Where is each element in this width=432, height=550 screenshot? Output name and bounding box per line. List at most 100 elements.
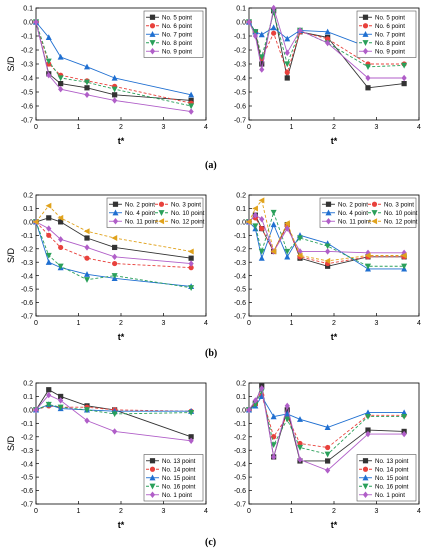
legend-marker <box>362 483 369 490</box>
data-point <box>296 252 303 259</box>
y-axis-label: S/D <box>6 436 16 452</box>
data-point <box>58 86 64 93</box>
legend-marker <box>362 14 369 20</box>
x-tick-label: 4 <box>417 320 421 327</box>
legend-marker <box>158 218 165 225</box>
y-tick-label: 0.0 <box>23 219 33 226</box>
legend-label: No. 11 point <box>125 219 158 226</box>
x-tick-label: 3 <box>375 508 379 515</box>
data-point <box>84 91 90 98</box>
x-tick-label: 1 <box>77 124 81 131</box>
data-point <box>401 81 407 87</box>
x-tick-label: 0 <box>34 508 38 515</box>
data-point <box>259 385 265 392</box>
data-point <box>46 391 52 399</box>
data-point <box>57 53 64 60</box>
y-tick-label: -0.5 <box>21 90 33 97</box>
data-point <box>284 35 291 42</box>
data-point <box>188 260 194 267</box>
y-tick-label: -0.5 <box>234 287 246 294</box>
x-tick-label: 0 <box>247 320 251 327</box>
data-point <box>188 103 195 110</box>
data-point <box>84 255 90 261</box>
data-point <box>365 85 371 91</box>
data-point <box>258 248 265 255</box>
y-tick-label: -0.7 <box>21 502 33 509</box>
y-tick-label: -0.4 <box>21 273 33 280</box>
y-tick-label: -0.2 <box>21 48 33 55</box>
data-point <box>364 252 371 259</box>
data-point <box>252 223 259 230</box>
legend-label: No. 8 point <box>162 40 192 47</box>
data-point <box>365 409 371 416</box>
legend-label: No. 16 point <box>162 484 196 491</box>
series-line <box>35 404 192 415</box>
y-tick-label: -0.6 <box>21 300 33 307</box>
series-line <box>248 217 405 265</box>
legend-marker <box>149 474 156 481</box>
y-tick-label: -0.4 <box>21 461 33 468</box>
x-tick-label: 2 <box>119 320 123 327</box>
data-point <box>45 259 52 265</box>
series-line <box>35 205 192 252</box>
legend-label: No. 12 point <box>384 219 418 226</box>
data-point <box>84 63 90 70</box>
x-axis-label: t* <box>331 520 338 530</box>
data-point <box>84 417 90 424</box>
y-tick-label: 0.2 <box>23 193 33 200</box>
data-point <box>46 215 52 221</box>
data-point <box>271 30 277 36</box>
legend-label: No. 11 point <box>338 219 371 226</box>
legend-label: No. 12 point <box>171 219 205 226</box>
series-line <box>35 394 192 442</box>
legend-label: No. 15 point <box>375 475 409 482</box>
data-point <box>112 428 118 435</box>
data-point <box>57 214 64 221</box>
data-point <box>84 407 90 414</box>
y-tick-label: -0.3 <box>21 448 33 455</box>
data-point <box>401 263 408 270</box>
data-point <box>112 244 118 251</box>
data-point <box>297 27 303 34</box>
series-line <box>35 221 192 265</box>
series-line <box>35 221 192 289</box>
legend-marker <box>149 40 156 46</box>
legend-label: No. 16 point <box>375 484 409 491</box>
y-tick-label: -0.7 <box>21 314 33 321</box>
legend-marker <box>149 23 156 29</box>
data-point <box>284 402 290 410</box>
legend-marker <box>325 218 332 225</box>
data-point <box>401 409 408 416</box>
data-point <box>401 74 407 82</box>
x-tick-label: 0 <box>247 124 251 131</box>
y-tick-label: -0.2 <box>234 246 246 253</box>
data-point <box>188 255 194 261</box>
y-tick-label: -0.2 <box>21 246 33 253</box>
y-tick-label: -0.5 <box>21 287 33 294</box>
data-point <box>259 226 265 232</box>
data-point <box>58 236 64 243</box>
x-tick-label: 1 <box>290 124 294 131</box>
y-tick-label: 0.0 <box>236 20 246 27</box>
data-point <box>325 36 331 42</box>
y-tick-label: -0.2 <box>234 434 246 441</box>
legend-label: No. 7 point <box>162 32 192 39</box>
y-tick-label: 0.2 <box>236 193 246 200</box>
data-point <box>270 442 277 449</box>
data-point <box>252 205 258 212</box>
data-point <box>401 430 407 438</box>
legend-marker <box>149 491 156 498</box>
y-tick-label: 0.2 <box>236 381 246 388</box>
legend-label: No. 2 point <box>338 202 368 209</box>
data-point <box>46 72 52 79</box>
data-point <box>270 9 277 16</box>
data-point <box>325 444 331 451</box>
data-point <box>188 108 194 115</box>
series-line <box>248 395 405 428</box>
x-axis-label: t* <box>118 136 125 146</box>
data-point <box>258 254 265 261</box>
data-point <box>45 401 52 408</box>
